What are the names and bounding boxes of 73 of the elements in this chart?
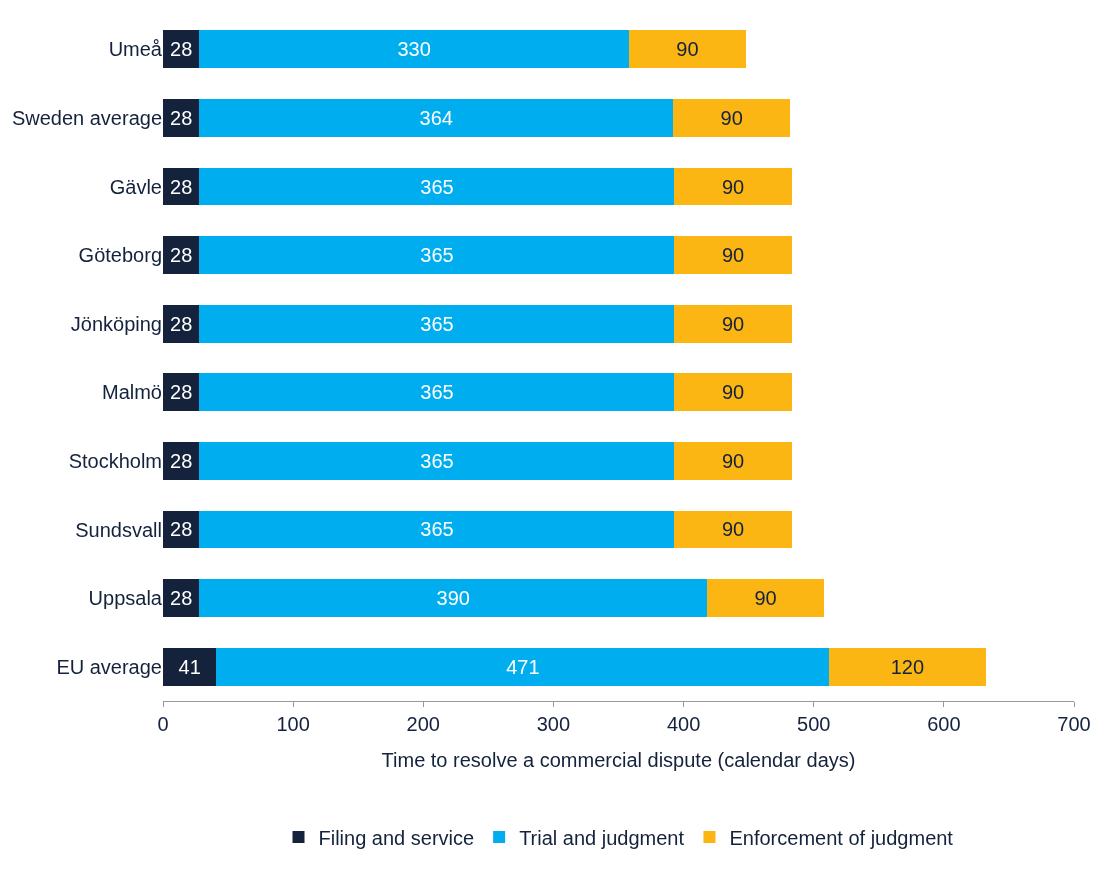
- x-tick-label: 600: [927, 713, 961, 735]
- data-label: 28: [170, 106, 193, 129]
- legend-label: Trial and judgment: [519, 826, 685, 849]
- data-label: 41: [178, 655, 201, 678]
- data-label: 364: [419, 106, 453, 129]
- bar: [199, 99, 674, 137]
- data-label: 28: [170, 38, 193, 61]
- data-label: 330: [397, 38, 431, 61]
- data-label: 90: [720, 106, 743, 129]
- data-label: 90: [721, 381, 745, 404]
- bar: [628, 30, 747, 69]
- y-tick-label: EU average: [56, 655, 162, 678]
- y-tick-label: Sundsvall: [75, 518, 162, 541]
- data-label: 28: [170, 312, 193, 335]
- bar: [673, 99, 791, 137]
- y-tick-label: Uppsala: [88, 587, 163, 610]
- bar: [199, 510, 675, 549]
- bar: [163, 647, 217, 686]
- data-label: 365: [420, 518, 454, 541]
- bar: [829, 647, 986, 686]
- data-label: 90: [754, 587, 777, 610]
- data-label: 365: [420, 381, 454, 404]
- legend-label: Enforcement of judgment: [729, 826, 954, 849]
- data-label: 28: [170, 244, 193, 267]
- bar: [199, 373, 675, 412]
- data-label: 28: [170, 175, 193, 198]
- y-tick-label: Göteborg: [78, 244, 162, 267]
- x-tick-label: 200: [406, 713, 440, 735]
- data-label: 120: [890, 655, 925, 678]
- data-label: 365: [420, 175, 454, 198]
- bar: [707, 579, 825, 617]
- data-label: 90: [721, 175, 745, 198]
- bar: [216, 647, 830, 686]
- bar: [674, 373, 792, 412]
- data-label: 365: [420, 312, 454, 335]
- bar: [199, 579, 707, 617]
- y-tick-label: Stockholm: [68, 449, 162, 472]
- bar: [674, 510, 792, 549]
- y-tick-label: Sweden average: [11, 106, 162, 129]
- legend-label: Filing and service: [318, 826, 475, 849]
- bar: [199, 304, 675, 343]
- bar: [199, 167, 675, 206]
- data-label: 28: [170, 587, 193, 610]
- data-label: 471: [506, 655, 540, 678]
- data-label: 90: [721, 449, 745, 472]
- bar: [674, 236, 792, 274]
- y-tick-label: Jönköping: [70, 312, 162, 335]
- x-axis-title: Time to resolve a commercial dispute (calendar days): [381, 748, 856, 771]
- x-tick-label: 400: [666, 713, 701, 735]
- bar: [199, 442, 675, 480]
- data-label: 28: [170, 449, 193, 472]
- data-label: 90: [721, 518, 745, 541]
- bar: [199, 236, 675, 274]
- y-tick-label: Gävle: [109, 175, 162, 198]
- bar: [674, 167, 792, 206]
- bar: [674, 442, 792, 480]
- x-tick-label: 100: [276, 713, 310, 735]
- bar: [199, 30, 629, 69]
- data-label: 28: [170, 381, 193, 404]
- x-tick-label: 300: [536, 713, 571, 735]
- data-label: 28: [170, 518, 193, 541]
- data-label: 365: [420, 449, 454, 472]
- data-label: 90: [721, 244, 745, 267]
- x-tick-label: 0: [157, 713, 169, 735]
- x-tick-label: 500: [797, 713, 831, 735]
- data-label: 365: [420, 244, 454, 267]
- x-tick-label: 700: [1057, 713, 1091, 735]
- y-tick-label: Umeå: [108, 38, 163, 61]
- data-label: 90: [676, 38, 699, 61]
- data-label: 390: [436, 587, 470, 610]
- y-tick-label: Malmö: [101, 381, 162, 404]
- bar: [674, 304, 792, 343]
- data-label: 90: [721, 312, 745, 335]
